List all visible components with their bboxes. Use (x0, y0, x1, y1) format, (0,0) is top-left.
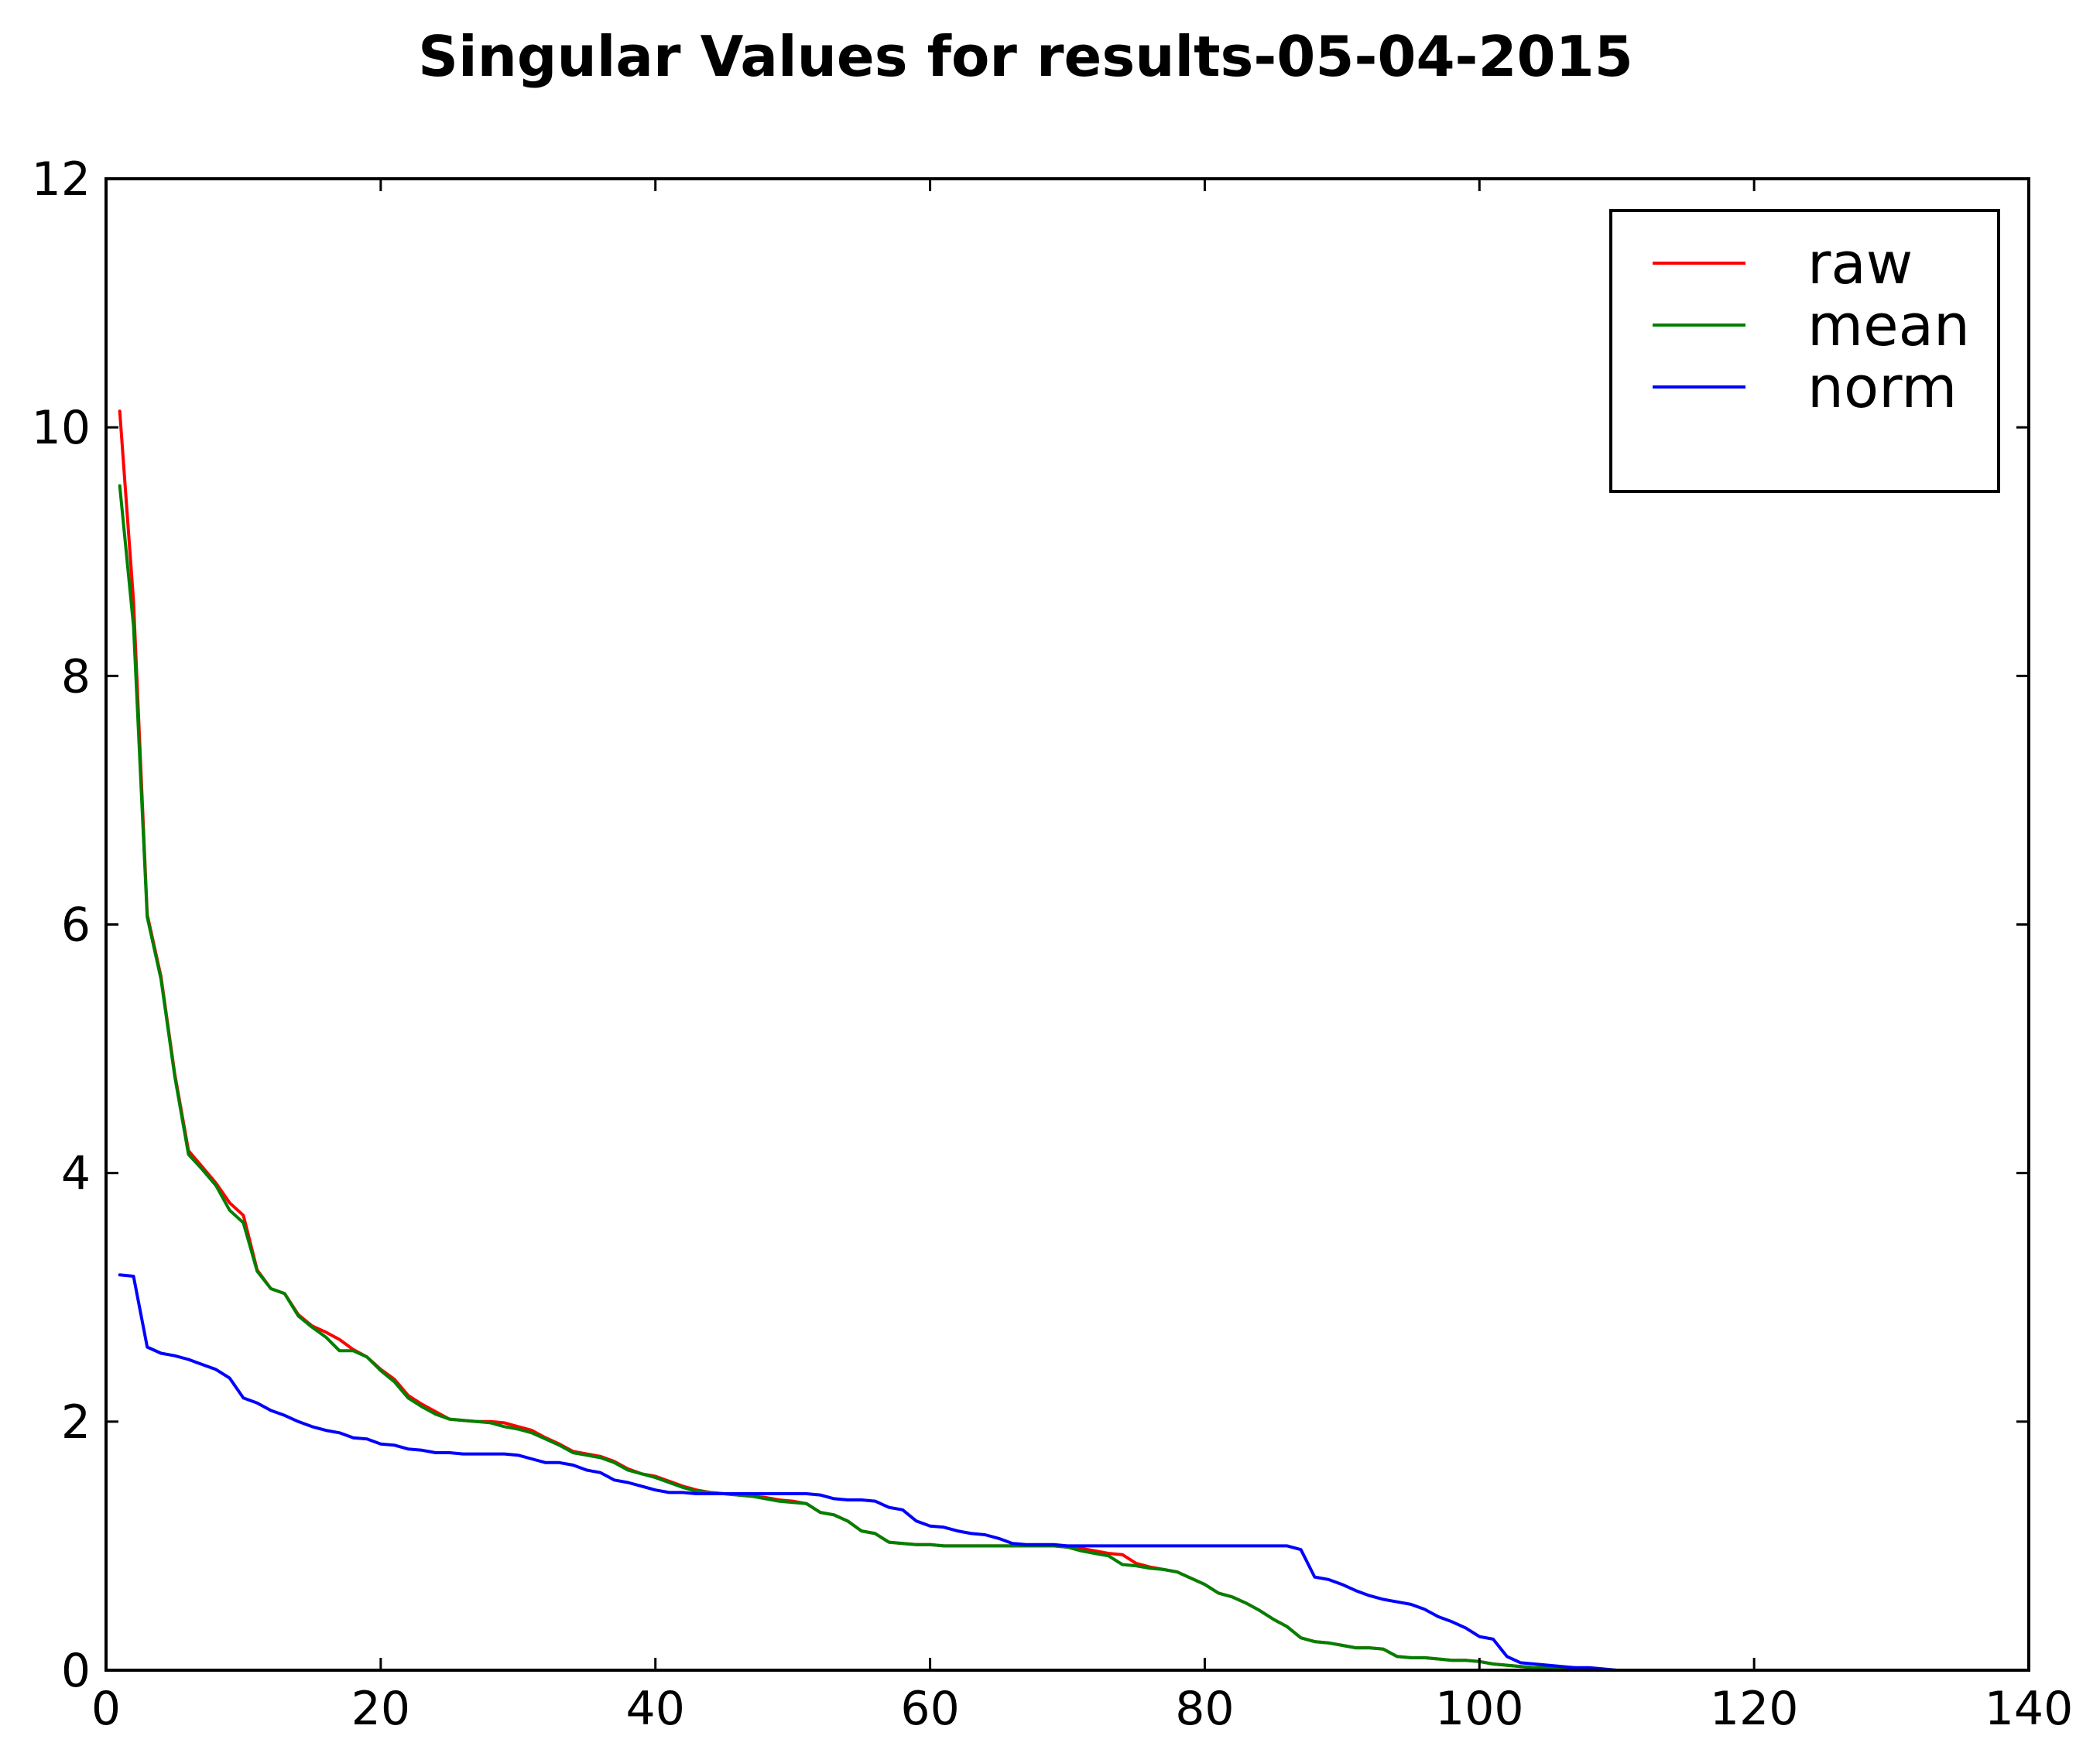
series-line-norm (118, 1273, 1619, 1672)
chart-title: Singular Values for results-05-04-2015 (418, 24, 1633, 89)
axes-frame (104, 177, 2030, 1672)
x-tick-label: 140 (1985, 1682, 2074, 1736)
y-tick-label: 2 (61, 1395, 91, 1450)
axis-ticks: 0 20 40 60 80 100 120 140 0 2 4 6 8 10 12 (32, 152, 2074, 1736)
y-tick-label: 6 (61, 899, 91, 953)
y-tick-label: 4 (61, 1147, 91, 1201)
legend-box (1609, 209, 2000, 493)
series-line-mean (118, 484, 1619, 1672)
x-tick-label: 80 (1175, 1682, 1234, 1736)
series-layer (118, 409, 1619, 1672)
y-tick-label: 0 (61, 1644, 91, 1698)
x-tick-label: 120 (1710, 1682, 1799, 1736)
legend-label-mean: mean (1807, 293, 1970, 359)
y-tick-label: 12 (32, 152, 91, 207)
x-tick-label: 0 (91, 1682, 121, 1736)
x-tick-label: 100 (1435, 1682, 1524, 1736)
y-tick-label: 10 (32, 401, 91, 455)
y-tick-label: 8 (61, 649, 91, 704)
x-tick-label: 60 (900, 1682, 959, 1736)
legend-label-raw: raw (1807, 231, 1913, 297)
x-tick-label: 40 (626, 1682, 685, 1736)
x-tick-label: 20 (351, 1682, 410, 1736)
legend-label-norm: norm (1807, 354, 1957, 421)
